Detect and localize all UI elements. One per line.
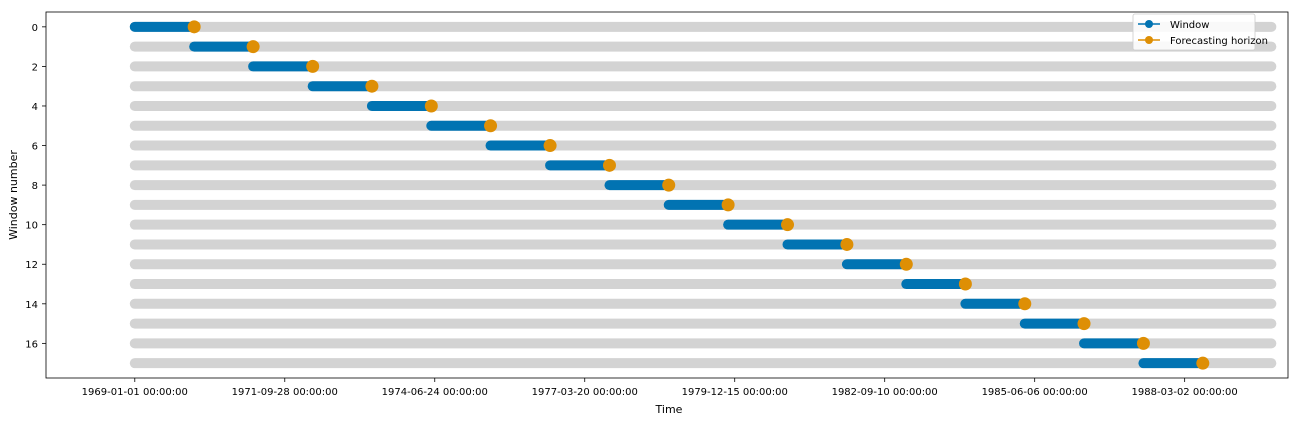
legend-forecast-label: Forecasting horizon [1170, 36, 1268, 47]
forecast-point [840, 237, 854, 251]
forecast-point [662, 178, 676, 192]
forecast-point [543, 139, 557, 153]
background-bars [129, 21, 1277, 369]
forecast-point [365, 79, 379, 93]
y-tick-label: 4 [32, 102, 38, 113]
y-tick-label: 8 [32, 181, 38, 192]
x-axis: 1969-01-01 00:00:00 1971-09-28 00:00:00 19… [82, 378, 1238, 398]
y-tick-label: 2 [32, 62, 38, 73]
forecast-point [721, 198, 735, 212]
forecast-point [1018, 297, 1032, 311]
y-tick-label: 12 [25, 260, 38, 271]
forecast-point [246, 40, 260, 54]
x-axis-label: Time [655, 403, 683, 416]
y-axis: 0 2 4 6 8 10 12 14 16 [25, 23, 46, 350]
forecast-point [306, 59, 320, 73]
forecast-point [424, 99, 438, 113]
forecast-point [1077, 317, 1091, 331]
y-axis-label: Window number [7, 150, 20, 240]
y-tick-label: 10 [25, 221, 38, 232]
forecast-point [899, 257, 913, 271]
y-tick-label: 16 [25, 339, 38, 350]
legend-forecast-marker [1145, 36, 1153, 44]
legend: Window Forecasting horizon [1132, 13, 1268, 51]
x-tick-label: 1969-01-01 00:00:00 [82, 387, 188, 398]
forecast-point [958, 277, 972, 291]
x-tick-label: 1974-06-24 00:00:00 [382, 387, 488, 398]
y-tick-label: 0 [32, 23, 38, 34]
forecast-point [484, 119, 498, 133]
x-tick-label: 1982-09-10 00:00:00 [832, 387, 938, 398]
legend-frame [1132, 13, 1256, 51]
forecast-point [781, 218, 795, 232]
x-tick-label: 1977-03-20 00:00:00 [532, 387, 638, 398]
forecast-point [1136, 336, 1150, 350]
x-tick-label: 1988-03-02 00:00:00 [1132, 387, 1238, 398]
plot-frame [45, 11, 1289, 379]
forecast-point [602, 158, 616, 172]
forecast-point [187, 20, 201, 34]
y-tick-label: 14 [25, 300, 38, 311]
x-tick-label: 1971-09-28 00:00:00 [232, 387, 338, 398]
x-tick-label: 1979-12-15 00:00:00 [682, 387, 788, 398]
legend-window-marker [1145, 20, 1153, 28]
window-bars [129, 21, 1204, 369]
forecast-points [187, 20, 1210, 370]
y-tick-label: 6 [32, 142, 38, 153]
forecast-point [1196, 356, 1210, 370]
legend-window-label: Window [1170, 20, 1209, 31]
x-tick-label: 1985-06-06 00:00:00 [982, 387, 1088, 398]
